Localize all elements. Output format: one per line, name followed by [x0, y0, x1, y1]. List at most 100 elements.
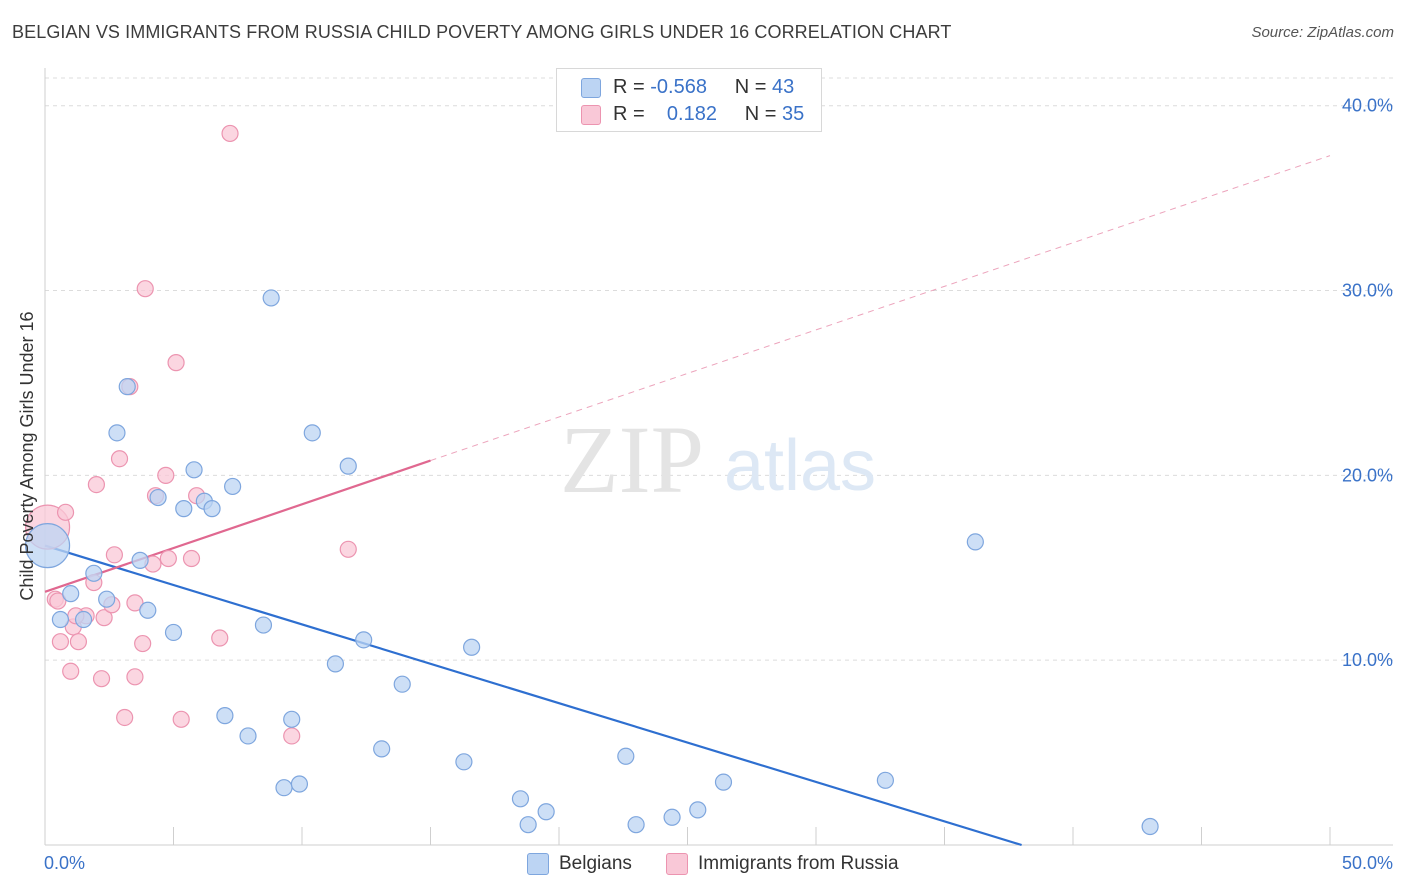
data-point-belgian [85, 564, 103, 582]
data-point-russia [116, 708, 134, 727]
trend-line-extension-russia [430, 155, 1331, 462]
data-point-russia [283, 727, 301, 745]
data-point-russia [87, 476, 106, 494]
data-point-belgian [164, 623, 183, 642]
data-point-russia [95, 609, 113, 627]
r-value: 0.182 [666, 103, 717, 125]
data-point-belgian [254, 616, 273, 634]
series-swatch-russia [666, 853, 688, 875]
r-label: R = [613, 103, 645, 125]
data-point-russia [92, 670, 111, 688]
y-tick-label: 30.0% [1342, 281, 1393, 301]
data-point-belgian [108, 424, 126, 442]
data-point-russia [339, 540, 357, 558]
data-point-russia [105, 546, 123, 564]
data-point-belgian [714, 773, 733, 791]
data-point-belgian [519, 816, 537, 834]
data-point-belgian [537, 803, 555, 821]
y-tick-label: 40.0% [1342, 96, 1393, 116]
data-point-belgian [262, 289, 280, 307]
trend-line-belgian [44, 544, 1022, 847]
data-point-belgian [175, 500, 193, 518]
data-point-belgian [62, 585, 80, 603]
x-tick-label-max: 50.0% [1342, 853, 1393, 873]
stats-legend: R = -0.568 N = 43 R = 0.182 N = 35 [556, 68, 822, 132]
n-label: N = [734, 76, 767, 98]
y-tick-label: 20.0% [1342, 465, 1393, 485]
y-tick-label: 10.0% [1342, 650, 1393, 670]
data-point-belgian [74, 610, 93, 629]
legend-swatch-belgians [581, 78, 601, 98]
data-point-belgian [185, 461, 203, 479]
data-point-belgian [339, 457, 357, 475]
data-point-russia [211, 629, 229, 647]
source-credit: Source: ZipAtlas.com [1251, 24, 1394, 41]
n-label: N = [744, 103, 777, 125]
data-point-russia [56, 503, 75, 521]
data-point-belgian [511, 790, 530, 808]
data-point-russia [136, 280, 154, 298]
data-point-belgian [275, 779, 293, 797]
data-point-belgian [203, 500, 221, 518]
r-label: R = [613, 76, 645, 98]
watermark-zip: ZIP [560, 406, 704, 513]
data-point-belgian [98, 590, 116, 608]
data-point-belgian [1141, 817, 1159, 836]
data-point-belgian [355, 631, 373, 649]
data-point-russia [221, 124, 239, 143]
data-point-belgian [139, 601, 157, 619]
legend-text-russia: R = 0.182 N = 35 [613, 103, 804, 126]
data-point-belgian [24, 522, 71, 569]
data-point-belgian [131, 551, 149, 569]
data-point-russia [126, 594, 144, 612]
data-point-belgian [118, 378, 136, 396]
r-value: -0.568 [650, 76, 707, 98]
chart-title: BELGIAN VS IMMIGRANTS FROM RUSSIA CHILD … [12, 22, 952, 42]
series-swatch-belgians [527, 853, 549, 875]
watermark-atlas: atlas [724, 426, 876, 506]
data-point-russia [49, 592, 67, 610]
data-point-belgian [966, 533, 984, 551]
data-point-belgian [393, 675, 411, 693]
legend-text-belgians: R = -0.568 N = 43 [613, 76, 794, 99]
data-point-belgian [239, 727, 257, 745]
data-point-russia [126, 668, 144, 686]
data-point-belgian [216, 707, 234, 725]
n-value: 43 [772, 76, 795, 98]
data-point-belgian [51, 610, 70, 629]
data-point-russia [159, 549, 177, 568]
data-point-russia [134, 634, 152, 653]
data-point-belgian [463, 638, 481, 656]
data-point-russia [69, 633, 88, 651]
data-point-russia [182, 549, 201, 568]
trend-lines [44, 155, 1331, 847]
data-point-belgian [283, 710, 301, 728]
trend-line-russia [44, 459, 431, 593]
data-point-belgian [224, 477, 242, 496]
data-point-belgian [617, 747, 635, 765]
axes: 10.0% 20.0% 30.0% 40.0% [44, 68, 1393, 846]
data-point-russia [62, 662, 80, 680]
data-point-belgian [455, 753, 473, 771]
data-point-belgian [326, 655, 345, 673]
data-point-belgian [876, 771, 894, 789]
series-label-russia: Immigrants from Russia [698, 853, 899, 874]
data-point-belgian [627, 816, 645, 834]
data-point-belgian [290, 775, 309, 793]
n-value: 35 [782, 103, 805, 125]
series-label-belgians: Belgians [559, 853, 632, 874]
data-point-russia [167, 354, 185, 372]
data-point-belgian [303, 424, 321, 442]
series-legend: Belgians Immigrants from Russia [0, 852, 1406, 878]
gridlines [45, 77, 1393, 661]
data-point-russia [51, 633, 70, 651]
data-points [24, 124, 1159, 836]
y-axis-label: Child Poverty Among Girls Under 16 [17, 311, 37, 600]
x-tick-label-min: 0.0% [44, 853, 85, 873]
data-point-russia [172, 710, 190, 728]
data-point-belgian [663, 808, 681, 826]
legend-swatch-russia [581, 105, 601, 125]
watermark: ZIP atlas [560, 406, 876, 513]
data-point-belgian [373, 740, 391, 758]
